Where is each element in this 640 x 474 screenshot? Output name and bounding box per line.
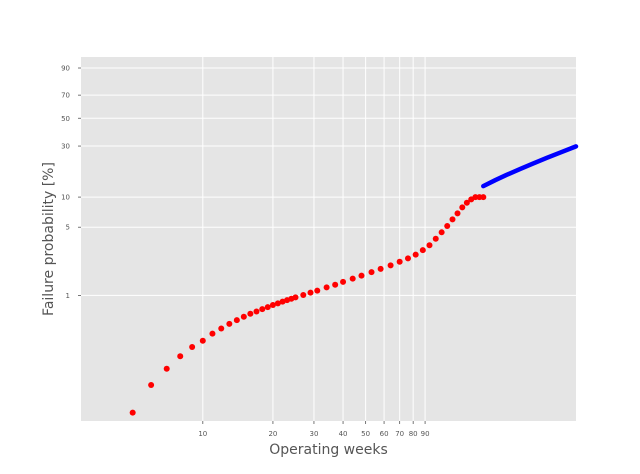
- data-point: [480, 194, 487, 201]
- x-tick-label: 50: [361, 430, 370, 438]
- data-point: [387, 262, 394, 269]
- data-point: [396, 258, 403, 265]
- data-point: [307, 289, 314, 296]
- data-point: [419, 247, 426, 254]
- data-point: [438, 229, 445, 236]
- data-point: [189, 343, 196, 350]
- y-axis-ticks: 1 5 10 30 50 70 90: [61, 65, 81, 300]
- data-point: [218, 325, 225, 332]
- y-tick-label: 30: [61, 143, 70, 151]
- data-point: [349, 275, 356, 282]
- data-point: [432, 235, 439, 242]
- data-point: [377, 265, 384, 272]
- x-tick-label: 30: [309, 430, 318, 438]
- data-point: [449, 216, 456, 223]
- data-point: [292, 294, 299, 301]
- data-point: [129, 409, 136, 416]
- data-point: [368, 269, 375, 276]
- y-tick-label: 10: [61, 194, 70, 202]
- series-2: [481, 144, 579, 189]
- grid-lines: [81, 57, 576, 421]
- data-point: [247, 310, 254, 317]
- data-point: [226, 320, 233, 327]
- series-line: [481, 144, 579, 189]
- data-point: [300, 292, 307, 299]
- data-point: [323, 284, 330, 291]
- data-point: [259, 306, 266, 313]
- data-point: [240, 313, 247, 320]
- data-point: [454, 210, 461, 217]
- x-tick-label: 10: [198, 430, 207, 438]
- series-1: [129, 194, 487, 416]
- data-point: [148, 382, 155, 389]
- x-tick-label: 60: [380, 430, 389, 438]
- x-tick-label: 90: [421, 430, 430, 438]
- data-point: [274, 300, 281, 307]
- data-point: [404, 255, 411, 262]
- data-point: [412, 251, 419, 258]
- data-point: [163, 365, 170, 372]
- plot-area: [81, 57, 576, 421]
- x-axis-label: Operating weeks: [269, 442, 388, 458]
- data-point: [233, 317, 240, 324]
- data-point: [426, 242, 433, 249]
- y-tick-label: 1: [66, 292, 70, 300]
- data-point: [340, 278, 347, 285]
- x-tick-label: 40: [339, 430, 348, 438]
- data-point: [463, 199, 470, 206]
- x-tick-label: 20: [268, 430, 277, 438]
- y-tick-label: 5: [66, 224, 70, 232]
- data-point: [253, 308, 260, 315]
- data-point: [177, 353, 184, 360]
- data-point: [444, 222, 451, 229]
- data-point: [264, 304, 271, 311]
- data-point: [459, 204, 466, 211]
- data-point: [199, 337, 206, 344]
- data-point: [358, 272, 365, 279]
- y-tick-label: 90: [61, 65, 70, 73]
- y-tick-label: 50: [61, 115, 70, 123]
- y-tick-label: 70: [61, 92, 70, 100]
- data-points: [129, 144, 579, 416]
- y-axis-label: Failure probability [%]: [41, 162, 57, 316]
- x-axis-ticks: 10 20 30 40 50 60 70 80 90: [198, 421, 430, 438]
- data-point: [269, 302, 276, 309]
- x-tick-label: 70: [395, 430, 404, 438]
- x-tick-label: 80: [409, 430, 418, 438]
- data-point: [332, 281, 339, 288]
- data-point: [209, 330, 216, 337]
- data-point: [314, 287, 321, 294]
